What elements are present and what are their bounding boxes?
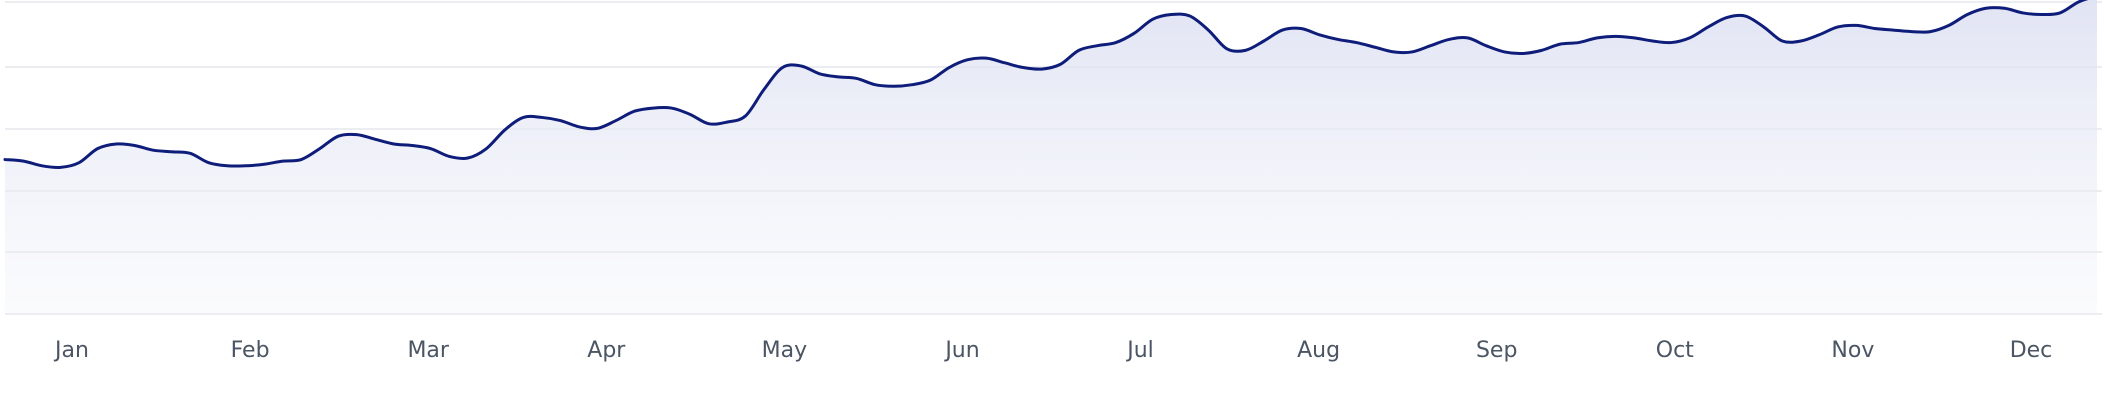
x-tick-label-jan: Jan [53,338,89,363]
x-tick-label-sep: Sep [1476,338,1517,363]
x-tick-label-jul: Jul [1125,338,1154,363]
x-tick-label-nov: Nov [1831,338,1874,363]
series-line-layer [3,0,2089,169]
x-tick-label-jun: Jun [943,338,979,363]
series-line [3,0,2089,169]
x-axis-ticks: Jan Feb Mar Apr May Jun Jul Aug Sep Oct Nov Dec [53,338,2052,363]
x-tick-label-apr: Apr [587,338,626,363]
x-tick-label-feb: Feb [231,338,270,363]
x-tick-label-oct: Oct [1656,338,1694,363]
x-tick-label-dec: Dec [2010,338,2053,363]
x-tick-label-may: May [762,338,807,363]
area-fill-layer [5,0,2097,314]
series-area [5,0,2097,314]
x-tick-label-mar: Mar [407,338,449,363]
x-tick-label-aug: Aug [1297,338,1340,363]
